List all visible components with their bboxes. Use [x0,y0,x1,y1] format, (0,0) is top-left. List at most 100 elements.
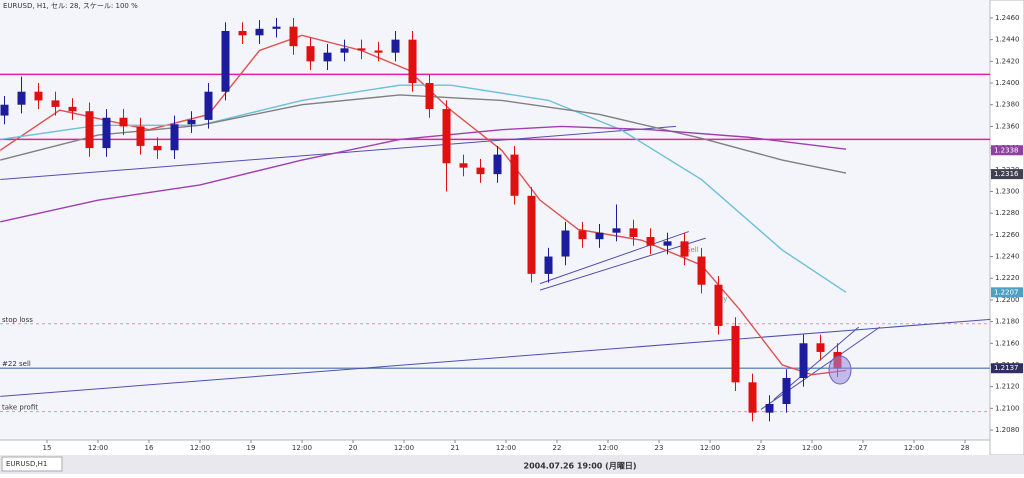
chart-tab[interactable] [1,456,63,472]
candle-body [527,195,536,274]
y-tick-label: 1.2280 [995,209,1020,217]
candle-body [697,256,706,285]
y-tick-label: 1.2160 [995,339,1020,347]
price-marker [991,287,1023,298]
candle-body [306,46,315,62]
status-bar [0,455,1024,474]
candle-body [731,325,740,383]
candle-body [612,228,621,233]
price-axis [989,0,1024,456]
candle-body [493,154,502,175]
y-tick-label: 1.2460 [995,14,1020,22]
y-tick-label: 1.2120 [995,383,1020,391]
x-tick-label: 12:00 [292,444,312,452]
candle-body [357,48,366,51]
moving-average [0,34,847,376]
y-tick-label: 1.2260 [995,231,1020,239]
moving-average [0,94,847,174]
x-tick-label: 27 [859,444,868,452]
y-tick-label: 1.2440 [995,36,1020,44]
x-tick-label: 12:00 [802,444,822,452]
moving-average [0,125,847,223]
candle-body [374,50,383,53]
x-tick-label: 12:00 [190,444,210,452]
candle-body [136,126,145,146]
sell-annotation: Sell [686,246,699,254]
candle-body [476,167,485,175]
x-tick-label: 16 [145,444,154,452]
candle-body [442,109,451,164]
candle-body [459,163,468,168]
level-label: #22 sell [2,360,31,368]
candle-body [799,343,808,378]
candle-body [17,91,26,105]
candle-body [323,52,332,62]
candle-body [765,404,774,413]
price-marker-label: 1.2338 [994,146,1019,154]
y-tick-label: 1.2180 [995,318,1020,326]
price-marker [991,169,1023,180]
candle-body [51,100,60,107]
price-marker-label: 1.2137 [994,364,1019,372]
price-marker [991,145,1023,156]
level-label: take profit [2,404,38,412]
candle-body [255,28,264,36]
candle-body [272,26,281,29]
candle-body [153,145,162,151]
candle-body [85,111,94,149]
candle-body [646,237,655,246]
candle-body [187,119,196,125]
y-tick-label: 1.2220 [995,274,1020,282]
current-price-marker [828,355,852,385]
y-tick-label: 1.2240 [995,253,1020,261]
plot-layer: stop loss #22 sell take profit [0,17,991,422]
price-marker [991,363,1023,374]
x-tick-label: 23 [655,444,664,452]
x-tick-label: 12:00 [904,444,924,452]
tab-label: EURUSD,H1 [6,460,47,468]
y-tick-label: 1.2420 [995,57,1020,65]
candle-body [663,241,672,246]
candle-body [425,83,434,110]
candle-body [68,106,77,112]
price-marker-label: 1.2316 [994,170,1019,178]
candle-body [748,382,757,413]
candle-body [408,39,417,84]
candle-body [714,284,723,326]
x-tick-label: 12:00 [496,444,516,452]
y-tick-label: 1.2100 [995,404,1020,412]
status-date: 2004.07.26 19:00 (月曜日) [524,461,637,471]
x-tick-label: 12:00 [598,444,618,452]
level-label: stop loss [2,316,33,324]
plot-area [0,0,990,440]
y-tick-label: 1.2380 [995,101,1020,109]
candle-body [289,26,298,47]
candle-body [680,241,689,257]
candle-body [204,91,213,120]
y-tick-label: 1.2360 [995,122,1020,130]
candle-body [578,230,587,240]
candle-body [629,228,638,238]
trendline [539,231,689,285]
x-tick-label: 12:00 [394,444,414,452]
candle-body [816,343,825,352]
x-tick-label: 12:00 [700,444,720,452]
candle-body [221,30,230,92]
candle-body [34,91,43,101]
chart-header: EURUSD, H1, セル: 28, スケール: 100 % [3,2,138,10]
candle-body [170,124,179,151]
trendline [760,326,881,410]
candle-body [782,377,791,404]
candle-body [0,104,9,116]
x-tick-label: 12:00 [88,444,108,452]
x-tick-label: 19 [247,444,256,452]
y-tick-label: 1.2080 [995,426,1020,434]
y-tick-label: 1.2300 [995,187,1020,195]
candle-body [595,232,604,240]
candle-body [340,48,349,53]
x-tick-label: 20 [349,444,358,452]
y-tick-label: 1.2400 [995,79,1020,87]
trendline [0,318,991,397]
